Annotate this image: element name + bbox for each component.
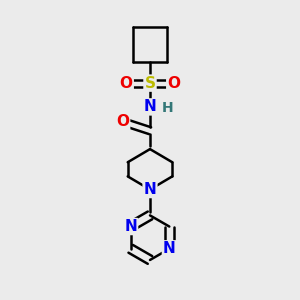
Text: H: H — [161, 101, 173, 115]
Text: N: N — [144, 99, 156, 114]
Text: N: N — [163, 241, 176, 256]
Text: S: S — [145, 76, 155, 91]
Text: N: N — [124, 219, 137, 234]
Text: O: O — [167, 76, 180, 91]
Text: O: O — [116, 114, 129, 129]
Text: N: N — [144, 182, 156, 197]
Text: O: O — [120, 76, 133, 91]
